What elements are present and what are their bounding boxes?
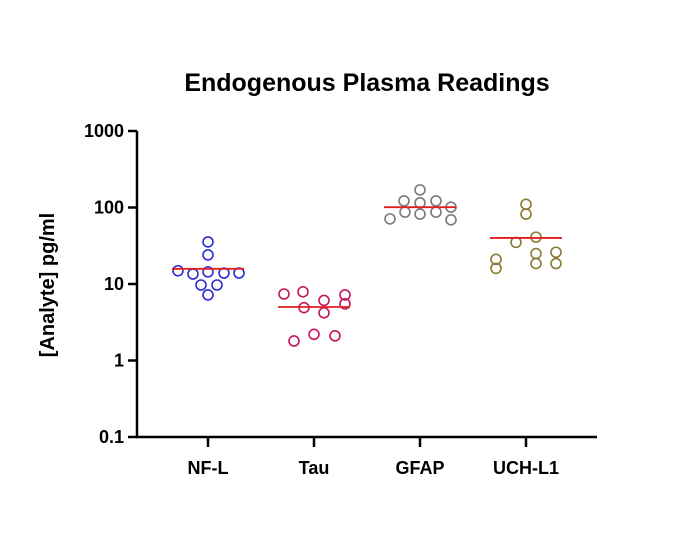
axes: 0.1 1 10 100 1000 NF-L Tau GFAP UCH-L1 — [84, 121, 597, 478]
series-uch-l1 — [490, 198, 562, 275]
data-point — [187, 268, 199, 280]
data-point — [211, 279, 223, 291]
data-point — [430, 206, 442, 218]
data-point — [202, 266, 214, 278]
data-point — [445, 214, 457, 226]
y-tick-label: 10 — [104, 274, 124, 294]
data-point — [414, 208, 426, 220]
chart-title: Endogenous Plasma Readings — [184, 69, 549, 97]
data-point — [297, 286, 309, 298]
data-point — [308, 328, 320, 341]
x-tick-label: NF-L — [188, 458, 229, 478]
data-point — [384, 213, 396, 225]
y-tick-label: 1 — [114, 351, 124, 371]
data-point — [288, 335, 300, 347]
data-point — [202, 249, 214, 261]
data-point — [202, 236, 214, 248]
data-point — [414, 184, 426, 196]
x-tick-label: UCH-L1 — [493, 458, 559, 478]
data-point — [202, 289, 214, 301]
data-point — [530, 257, 542, 270]
data-point — [490, 253, 502, 266]
x-tick-label: GFAP — [395, 458, 444, 478]
data-point — [339, 289, 351, 301]
data-point — [318, 307, 330, 319]
data-point — [510, 236, 522, 249]
data-point — [490, 262, 502, 275]
data-point — [172, 264, 184, 277]
data-point — [329, 330, 341, 342]
data-point — [278, 288, 290, 300]
series-gfap — [384, 184, 457, 226]
data-point — [430, 195, 442, 207]
data-point — [399, 206, 411, 218]
data-point — [520, 198, 532, 211]
x-tick-label: Tau — [299, 458, 330, 478]
y-axis-label: [Analyte] pg/ml — [37, 213, 59, 357]
data-point — [550, 246, 562, 259]
data-point — [398, 195, 410, 207]
series-nf-l — [172, 236, 245, 301]
y-tick-label: 1000 — [84, 121, 124, 141]
series-tau — [278, 286, 351, 347]
y-tick-label: 100 — [94, 198, 124, 218]
data-point — [318, 294, 330, 307]
data-point — [520, 208, 532, 220]
data-point — [195, 279, 207, 291]
data-point — [339, 298, 351, 310]
data-point — [530, 247, 542, 260]
data-point — [550, 257, 562, 270]
y-tick-label: 0.1 — [99, 427, 124, 447]
plot-area — [172, 184, 562, 347]
